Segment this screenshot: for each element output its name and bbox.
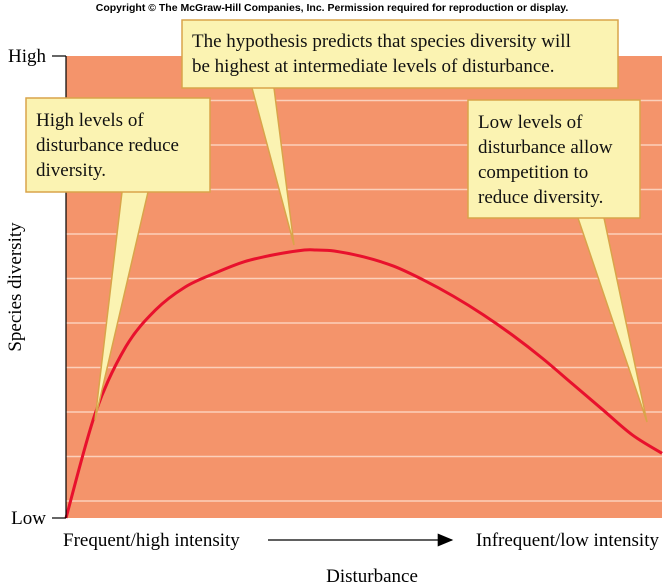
callout-high-disturbance-line-2: disturbance reduce [36,135,179,156]
x-axis: Frequent/high intensity Infrequent/low i… [63,530,659,587]
callout-low-disturbance-line-4: reduce diversity. [478,187,603,208]
callout-hypothesis-box [181,19,619,89]
callout-low-disturbance-line-2: disturbance allow [478,137,613,158]
y-tick-label-high: High [8,46,47,67]
callout-high-disturbance-line-3: diversity. [36,160,106,181]
callout-high-disturbance-box [25,97,211,193]
y-tick-label-low: Low [11,508,46,529]
callout-low-disturbance-pointer [577,217,648,423]
copyright-notice: Copyright © The McGraw-Hill Companies, I… [95,2,569,14]
callout-high-disturbance: High levels of disturbance reduce divers… [25,97,211,421]
callout-hypothesis-line-2: be highest at intermediate levels of dis… [192,56,554,77]
callout-hypothesis-pointer [251,87,295,246]
callout-hypothesis: The hypothesis predicts that species div… [181,19,619,246]
y-axis: High Low Species diversity [5,46,67,529]
callout-high-disturbance-pointer [94,191,149,421]
callout-low-disturbance: Low levels of disturbance allow competit… [467,99,648,423]
callout-low-disturbance-line-3: competition to [478,162,588,183]
callout-low-disturbance-line-1: Low levels of [478,112,583,133]
callout-hypothesis-line-1: The hypothesis predicts that species div… [192,31,571,52]
callout-low-disturbance-box [467,99,641,219]
callout-high-disturbance-line-1: High levels of [36,110,144,131]
x-endpoint-label-right: Infrequent/low intensity [476,530,660,551]
x-endpoint-label-left: Frequent/high intensity [63,530,240,551]
diversity-curve [64,248,663,519]
x-axis-label: Disturbance [326,566,418,587]
y-axis-label: Species diversity [5,222,26,352]
